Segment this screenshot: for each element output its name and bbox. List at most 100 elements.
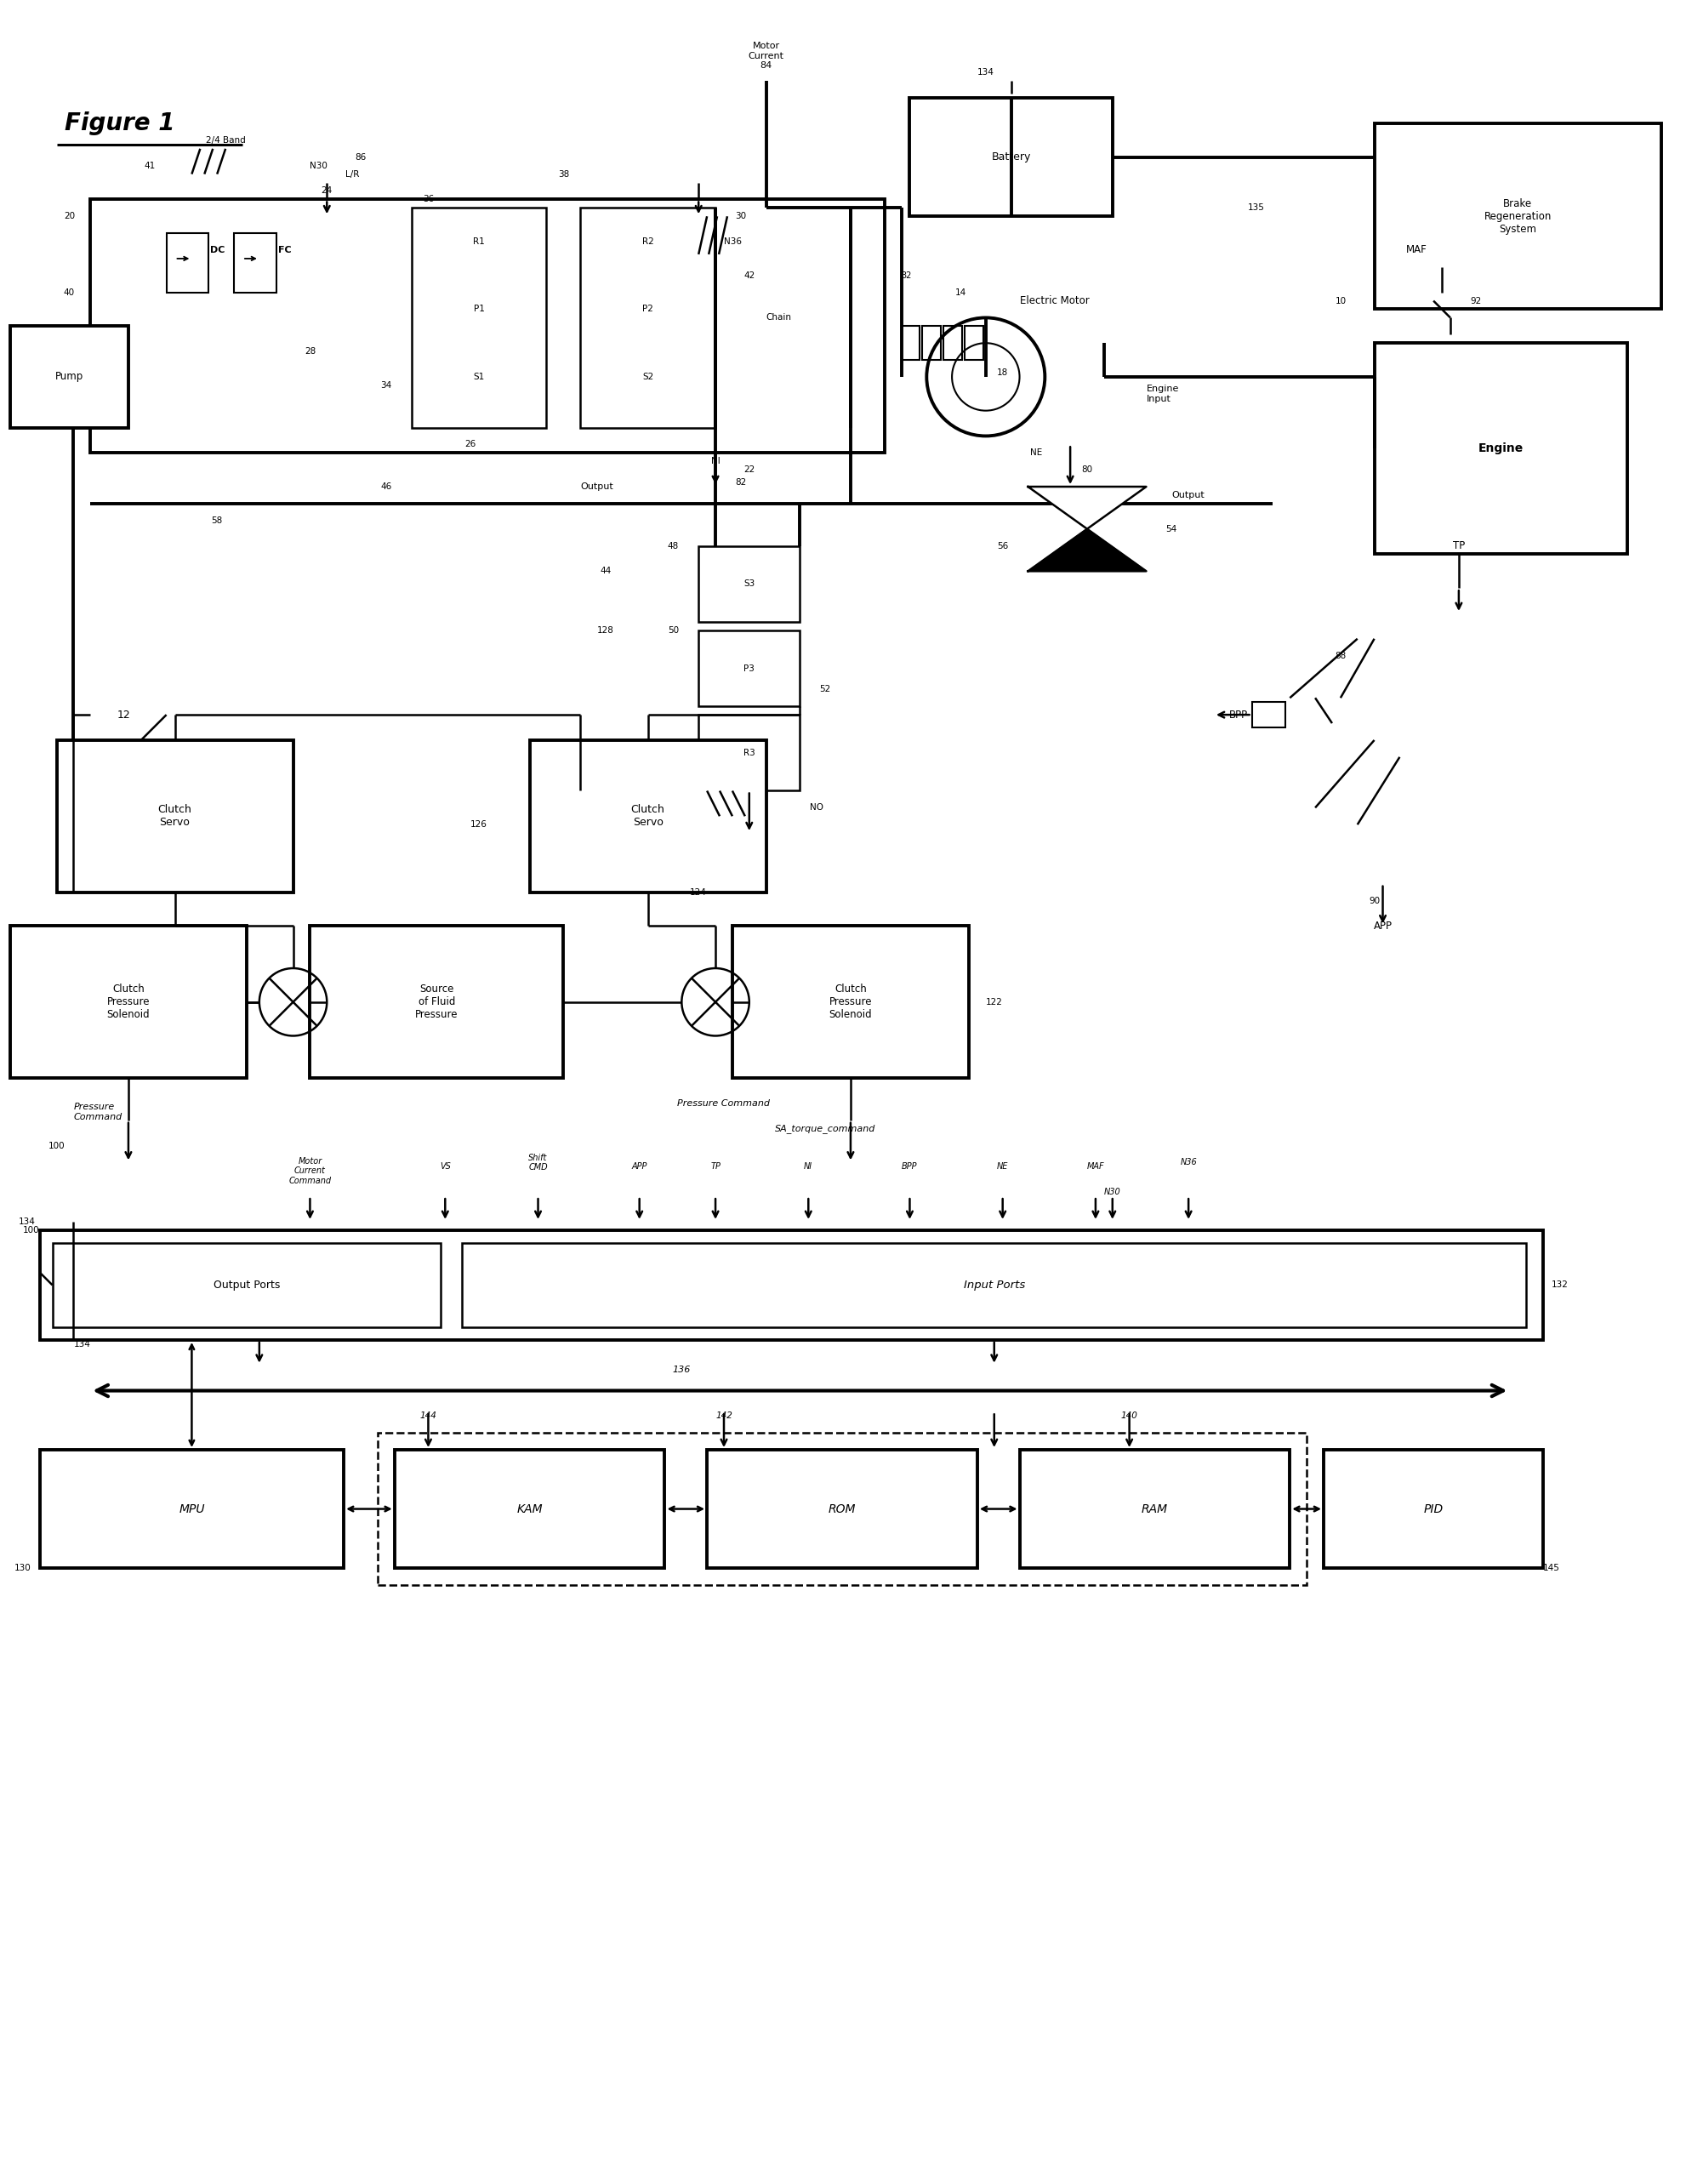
Text: APP: APP	[1372, 919, 1391, 933]
Text: R3: R3	[744, 749, 755, 758]
Bar	[91, 199, 883, 452]
Text: 134: 134	[976, 68, 993, 76]
Text: 24: 24	[320, 186, 332, 194]
Text: 142: 142	[715, 1411, 732, 1420]
Text: 28: 28	[303, 347, 315, 356]
Text: NE: NE	[996, 1162, 1008, 1171]
Text: 130: 130	[15, 1564, 32, 1572]
Text: Shift
CMD: Shift CMD	[528, 1153, 548, 1173]
Text: 132: 132	[1551, 1280, 1568, 1289]
Text: 50: 50	[668, 627, 678, 636]
Text: NE: NE	[1030, 448, 1042, 456]
Bar	[698, 631, 799, 705]
Text: 58: 58	[211, 515, 223, 524]
Polygon shape	[1027, 487, 1146, 529]
Bar	[57, 740, 293, 893]
Bar	[942, 325, 961, 360]
Text: 86: 86	[354, 153, 366, 162]
Text: S2: S2	[642, 373, 652, 380]
Text: S1: S1	[474, 373, 484, 380]
Bar	[1251, 701, 1285, 727]
Bar	[40, 1450, 344, 1568]
Text: NI: NI	[804, 1162, 813, 1171]
Text: S3: S3	[744, 579, 755, 587]
Text: Motor
Current
84: Motor Current 84	[749, 41, 784, 70]
Text: 144: 144	[420, 1411, 437, 1420]
Polygon shape	[1027, 529, 1146, 572]
Text: 140: 140	[1120, 1411, 1138, 1420]
Bar	[462, 1243, 1526, 1328]
Text: TP: TP	[1452, 539, 1463, 550]
Bar	[167, 234, 209, 293]
Text: Motor
Current
Command: Motor Current Command	[288, 1158, 330, 1186]
Bar	[900, 325, 919, 360]
Text: 90: 90	[1367, 895, 1379, 904]
Text: 44: 44	[600, 568, 610, 574]
Bar	[1374, 122, 1661, 310]
Text: BPP: BPP	[1227, 710, 1248, 721]
Text: 46: 46	[381, 483, 391, 491]
Text: SA_torque_command: SA_torque_command	[774, 1125, 875, 1133]
Text: 126: 126	[470, 821, 487, 830]
Text: 135: 135	[1248, 203, 1264, 212]
Text: Pump: Pump	[56, 371, 83, 382]
Text: 82: 82	[735, 478, 745, 487]
Text: N36: N36	[1180, 1158, 1197, 1166]
Bar	[10, 325, 128, 428]
Text: Clutch
Servo: Clutch Servo	[631, 804, 664, 828]
Bar	[10, 926, 246, 1079]
Text: MPU: MPU	[179, 1503, 204, 1516]
Text: DC: DC	[209, 247, 224, 253]
Text: 136: 136	[673, 1365, 690, 1374]
Bar	[706, 1450, 976, 1568]
Bar	[964, 325, 983, 360]
Bar	[1018, 1450, 1290, 1568]
Text: Engine: Engine	[1477, 443, 1522, 454]
Bar	[411, 207, 546, 428]
Text: 42: 42	[744, 271, 755, 280]
Text: Clutch
Pressure
Solenoid: Clutch Pressure Solenoid	[106, 983, 150, 1020]
Text: N36: N36	[723, 238, 742, 247]
Text: 100: 100	[49, 1142, 64, 1151]
Text: APP: APP	[631, 1162, 647, 1171]
Text: ROM: ROM	[828, 1503, 855, 1516]
Bar	[580, 207, 715, 428]
Text: L/R: L/R	[346, 170, 359, 179]
Bar	[529, 740, 765, 893]
Text: P1: P1	[474, 306, 484, 314]
Bar	[698, 714, 799, 791]
Text: 18: 18	[996, 369, 1008, 378]
Text: Input Ports: Input Ports	[963, 1280, 1025, 1291]
Text: Clutch
Servo: Clutch Servo	[158, 804, 192, 828]
Text: 88: 88	[1334, 651, 1345, 660]
Text: 122: 122	[985, 998, 1001, 1007]
Text: R2: R2	[642, 238, 654, 247]
Text: 56: 56	[996, 542, 1008, 550]
Text: Source
of Fluid
Pressure: Source of Fluid Pressure	[415, 983, 459, 1020]
Text: 134: 134	[74, 1341, 91, 1348]
Text: 100: 100	[24, 1225, 39, 1234]
Text: 2/4 Band: 2/4 Band	[206, 135, 244, 144]
Bar	[234, 234, 277, 293]
Bar	[310, 926, 563, 1079]
Text: P2: P2	[642, 306, 652, 314]
Text: MAF: MAF	[1406, 245, 1426, 256]
Text: BPP: BPP	[902, 1162, 917, 1171]
Text: Battery: Battery	[991, 151, 1030, 164]
Text: 30: 30	[735, 212, 745, 221]
Text: 41: 41	[143, 162, 155, 170]
Text: NO: NO	[809, 804, 823, 812]
Text: KAM: KAM	[516, 1503, 543, 1516]
Text: 124: 124	[690, 889, 706, 895]
Text: 38: 38	[558, 170, 568, 179]
Bar	[52, 1243, 440, 1328]
Text: Pressure Command: Pressure Command	[678, 1099, 771, 1107]
Text: NI: NI	[710, 456, 720, 465]
Text: 10: 10	[1334, 297, 1345, 306]
Text: N30: N30	[1104, 1188, 1120, 1197]
Bar	[1324, 1450, 1543, 1568]
Bar	[922, 325, 941, 360]
Text: 12: 12	[118, 710, 132, 721]
Text: Output Ports: Output Ports	[212, 1280, 280, 1291]
Text: RAM: RAM	[1141, 1503, 1167, 1516]
